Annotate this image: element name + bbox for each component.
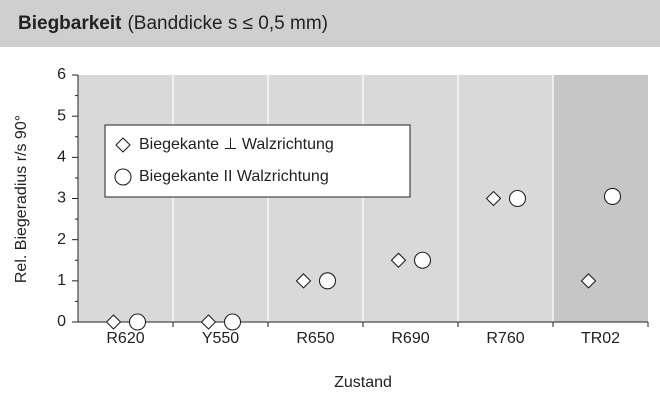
x-tick-label: TR02	[581, 330, 620, 347]
diamond-marker	[200, 314, 217, 330]
legend-label: Biegekante ⊥ Walzrichtung	[139, 136, 334, 153]
title: Biegbarkeit	[18, 13, 122, 34]
diamond-marker	[115, 137, 131, 153]
circle-marker	[318, 272, 337, 290]
y-axis-label: Rel. Biegeradius r/s 90°	[13, 115, 30, 283]
circle-marker	[508, 189, 527, 208]
circle-marker	[413, 251, 432, 269]
x-tick-label: R760	[486, 330, 524, 347]
y-tick-label: 5	[57, 107, 66, 124]
header-band	[0, 0, 660, 47]
subtitle: (Banddicke s ≤ 0,5 mm)	[127, 13, 328, 34]
y-tick-label: 2	[57, 231, 66, 248]
x-tick-label: Y550	[202, 330, 239, 347]
diamond-marker	[295, 273, 312, 289]
circle-marker	[128, 313, 147, 331]
x-tick-label: R620	[106, 330, 144, 347]
circle-marker	[603, 187, 622, 205]
y-tick-label: 1	[57, 272, 66, 289]
y-tick-label: 4	[57, 149, 66, 166]
circle-marker	[223, 313, 242, 331]
y-tick-label: 0	[57, 313, 66, 330]
x-tick-label: R690	[391, 330, 429, 347]
y-tick-label: 3	[57, 190, 66, 207]
y-tick-label: 6	[57, 66, 66, 83]
legend-label: Biegekante II Walzrichtung	[139, 168, 329, 185]
legend-box	[104, 124, 411, 198]
plot-area-last-band	[553, 75, 648, 322]
header-title: Biegbarkeit (Banddicke s ≤ 0,5 mm)	[18, 13, 328, 34]
circle-marker	[114, 168, 132, 186]
x-axis-label: Zustand	[334, 374, 392, 391]
diamond-marker	[105, 314, 122, 330]
diamond-marker	[390, 252, 407, 269]
diamond-marker	[580, 273, 597, 289]
diamond-marker	[485, 190, 502, 207]
x-tick-label: R650	[296, 330, 334, 347]
